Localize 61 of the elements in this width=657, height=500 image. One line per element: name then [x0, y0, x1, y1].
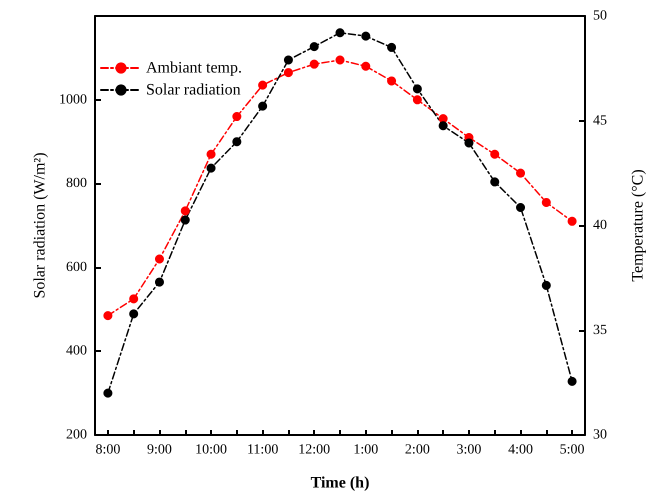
y2-tick-label: 35: [593, 322, 607, 338]
point: [387, 76, 396, 86]
x-tick-label: 12:00: [298, 442, 330, 458]
point: [129, 309, 138, 318]
point: [206, 150, 216, 159]
point: [232, 137, 242, 146]
point: [284, 68, 293, 78]
point: [206, 164, 216, 173]
y-tick-label: 400: [66, 344, 87, 359]
y-axis-title: Solar radiation (W/m²): [32, 152, 49, 299]
y-tick-label: 1000: [59, 92, 87, 108]
y-tick-label: 800: [66, 176, 87, 192]
point: [568, 216, 577, 226]
x-tick-label: 10:00: [195, 442, 227, 458]
x-tick-label: 2:00: [404, 442, 430, 458]
point: [412, 84, 422, 94]
point: [232, 112, 242, 122]
x-tick-label: 3:00: [456, 442, 482, 458]
point: [103, 388, 112, 398]
point: [258, 102, 268, 111]
point: [516, 202, 526, 212]
y2-tick-label: 45: [593, 113, 607, 128]
legend-label: Solar radiation: [146, 82, 241, 98]
y2-axis-title: Temperature (°C): [630, 169, 646, 282]
x-tick-label: 8:00: [95, 442, 120, 458]
point: [542, 280, 551, 290]
point: [258, 80, 268, 90]
point: [284, 55, 293, 64]
point: [180, 216, 190, 225]
point: [336, 28, 344, 38]
x-tick-label: 4:00: [508, 442, 533, 458]
x-tick-label: 1:00: [353, 442, 378, 458]
point: [310, 60, 319, 69]
point: [542, 198, 551, 207]
y2-tick-label: 50: [593, 8, 607, 24]
point: [490, 177, 500, 186]
point: [464, 138, 474, 148]
point: [387, 42, 396, 52]
point: [490, 150, 500, 159]
point: [438, 121, 448, 130]
y-tick-label: 200: [66, 428, 87, 442]
y2-tick-label: 40: [593, 218, 607, 233]
x-tick-label: 5:00: [560, 442, 585, 458]
point: [154, 254, 164, 264]
y2-tick-label: 30: [593, 428, 607, 442]
point: [336, 55, 344, 64]
point: [516, 168, 526, 178]
point: [154, 278, 164, 287]
point: [412, 95, 422, 104]
point: [361, 62, 370, 71]
y-tick-label: 600: [66, 260, 87, 275]
point: [129, 294, 138, 304]
point: [180, 206, 190, 216]
legend-label: Ambiant temp.: [146, 60, 242, 76]
point: [310, 42, 319, 52]
x-axis-title: Time (h): [310, 474, 370, 492]
point: [568, 376, 577, 386]
point: [103, 311, 112, 320]
point: [361, 32, 370, 41]
x-tick-label: 9:00: [147, 442, 172, 458]
x-tick-label: 11:00: [246, 442, 278, 458]
